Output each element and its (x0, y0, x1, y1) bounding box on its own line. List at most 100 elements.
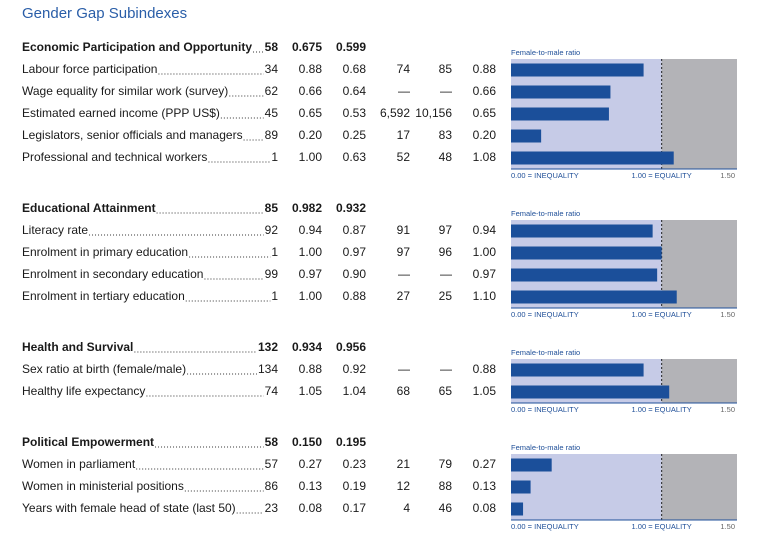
rank: 92 (265, 223, 279, 237)
row-label: Enrolment in primary education (22, 245, 188, 259)
axis-label: 1.50 (720, 522, 735, 531)
rank: 57 (265, 457, 279, 471)
score: 0.982 (292, 201, 322, 215)
axis-label: 0.00 = INEQUALITY (511, 522, 579, 531)
ratio: 0.88 (473, 62, 497, 76)
axis-label: 1.50 (720, 310, 735, 319)
row-label: Literacy rate (22, 223, 88, 237)
rank: 134 (258, 362, 278, 376)
average: 0.23 (343, 457, 367, 471)
row-label: Women in parliament (22, 457, 136, 471)
male: 83 (439, 128, 453, 142)
female: 21 (397, 457, 411, 471)
male: — (440, 362, 452, 376)
male: 88 (439, 479, 453, 493)
chart-caption: Female-to-male ratio (511, 48, 580, 57)
row-label: Professional and technical workers (22, 150, 207, 164)
row-label: Estimated earned income (PPP US$) (22, 106, 220, 120)
axis-label: 1.00 = EQUALITY (632, 522, 692, 531)
bar (511, 151, 674, 165)
male: 85 (439, 62, 453, 76)
bar (511, 107, 609, 121)
ratio: 0.65 (473, 106, 497, 120)
row-label: Economic Participation and Opportunity (22, 40, 252, 54)
rank: 1 (271, 245, 278, 259)
over-zone-bg (661, 454, 737, 520)
row-label: Labour force participation (22, 62, 157, 76)
bar (511, 480, 531, 494)
bar (511, 224, 653, 238)
rank: 58 (265, 40, 279, 54)
bar (511, 363, 644, 377)
average: 0.92 (343, 362, 367, 376)
page-title: Gender Gap Subindexes (22, 5, 187, 22)
score: 1.05 (299, 384, 323, 398)
bar (511, 85, 611, 99)
ratio: 1.08 (473, 150, 497, 164)
score: 0.27 (299, 457, 323, 471)
rank: 85 (265, 201, 279, 215)
rank: 62 (265, 84, 279, 98)
female: 17 (397, 128, 411, 142)
rank: 74 (265, 384, 279, 398)
rank: 1 (271, 289, 278, 303)
axis-label: 1.00 = EQUALITY (632, 171, 692, 180)
bar (511, 502, 524, 516)
bar (511, 63, 644, 77)
average: 0.64 (343, 84, 367, 98)
rank: 45 (265, 106, 279, 120)
score: 0.65 (299, 106, 323, 120)
ratio: 0.97 (473, 267, 497, 281)
female: — (398, 362, 410, 376)
bar (511, 290, 677, 304)
score: 0.13 (299, 479, 323, 493)
axis-label: 0.00 = INEQUALITY (511, 171, 579, 180)
ratio: 1.05 (473, 384, 497, 398)
rank: 89 (265, 128, 279, 142)
ratio: 1.00 (473, 245, 497, 259)
ratio: 0.88 (473, 362, 497, 376)
ratio: 0.20 (473, 128, 497, 142)
average: 0.63 (343, 150, 367, 164)
average: 0.25 (343, 128, 367, 142)
score: 0.150 (292, 435, 322, 449)
row-label: Women in ministerial positions (22, 479, 184, 493)
female: 97 (397, 245, 411, 259)
male: 46 (439, 501, 453, 515)
female: 74 (397, 62, 411, 76)
ratio: 1.10 (473, 289, 497, 303)
score: 0.88 (299, 362, 323, 376)
ratio: 0.94 (473, 223, 497, 237)
average: 0.195 (336, 435, 366, 449)
average: 0.17 (343, 501, 367, 515)
male: 79 (439, 457, 453, 471)
rank: 1 (271, 150, 278, 164)
female: — (398, 84, 410, 98)
male: 65 (439, 384, 453, 398)
average: 0.90 (343, 267, 367, 281)
average: 0.599 (336, 40, 366, 54)
average: 0.68 (343, 62, 367, 76)
row-label: Sex ratio at birth (female/male) (22, 362, 186, 376)
chart-caption: Female-to-male ratio (511, 209, 580, 218)
rank: 99 (265, 267, 279, 281)
ratio: 0.13 (473, 479, 497, 493)
axis-label: 1.00 = EQUALITY (632, 310, 692, 319)
female: 6,592 (380, 106, 410, 120)
rank: 23 (265, 501, 279, 515)
bar (511, 246, 662, 260)
score: 0.88 (299, 62, 323, 76)
row-label: Legislators, senior officials and manage… (22, 128, 243, 142)
bar (511, 385, 670, 399)
row-label: Years with female head of state (last 50… (22, 501, 236, 515)
average: 0.53 (343, 106, 367, 120)
score: 0.675 (292, 40, 322, 54)
male: 48 (439, 150, 453, 164)
bar (511, 268, 658, 282)
male: 10,156 (415, 106, 452, 120)
row-label: Political Empowerment (22, 435, 154, 449)
score: 1.00 (299, 150, 323, 164)
male: 25 (439, 289, 453, 303)
male: 97 (439, 223, 453, 237)
ratio: 0.66 (473, 84, 497, 98)
